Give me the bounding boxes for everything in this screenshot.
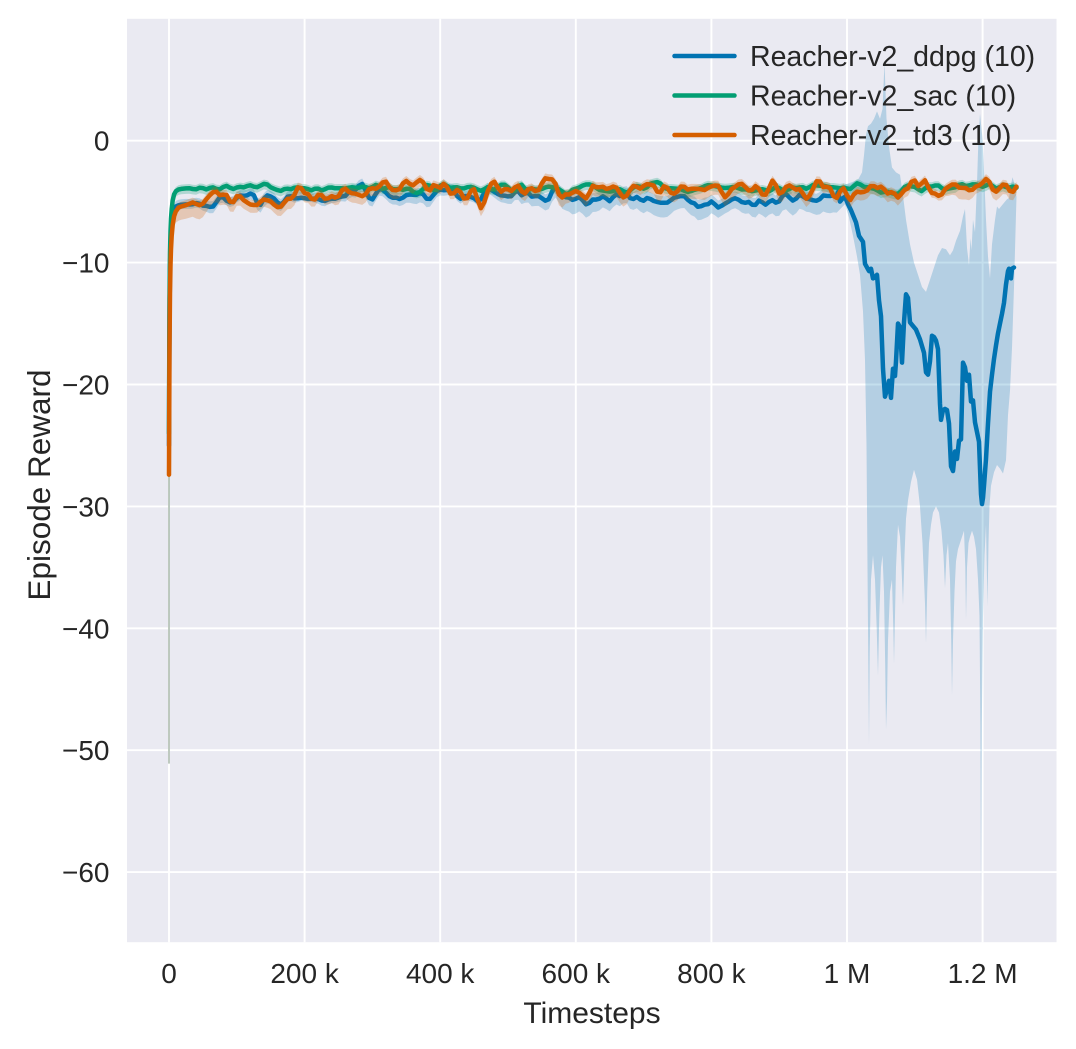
svg-text:400 k: 400 k	[406, 958, 475, 989]
svg-text:Timesteps: Timesteps	[523, 997, 660, 1030]
svg-text:0: 0	[161, 958, 177, 989]
svg-text:1.2 M: 1.2 M	[948, 958, 1018, 989]
svg-text:−60: −60	[62, 857, 110, 888]
svg-text:−20: −20	[62, 370, 110, 401]
svg-text:Reacher-v2_ddpg (10): Reacher-v2_ddpg (10)	[750, 41, 1035, 73]
svg-text:0: 0	[94, 126, 110, 157]
svg-text:600 k: 600 k	[542, 958, 611, 989]
svg-text:200 k: 200 k	[270, 958, 339, 989]
svg-text:Reacher-v2_sac (10): Reacher-v2_sac (10)	[750, 81, 1016, 113]
svg-text:Episode Reward: Episode Reward	[21, 369, 57, 600]
svg-text:1 M: 1 M	[824, 958, 871, 989]
svg-text:−30: −30	[62, 491, 110, 522]
svg-text:−50: −50	[62, 735, 110, 766]
svg-text:800 k: 800 k	[677, 958, 746, 989]
svg-text:−10: −10	[62, 248, 110, 279]
svg-text:Reacher-v2_td3 (10): Reacher-v2_td3 (10)	[750, 120, 1011, 152]
svg-text:−40: −40	[62, 613, 110, 644]
